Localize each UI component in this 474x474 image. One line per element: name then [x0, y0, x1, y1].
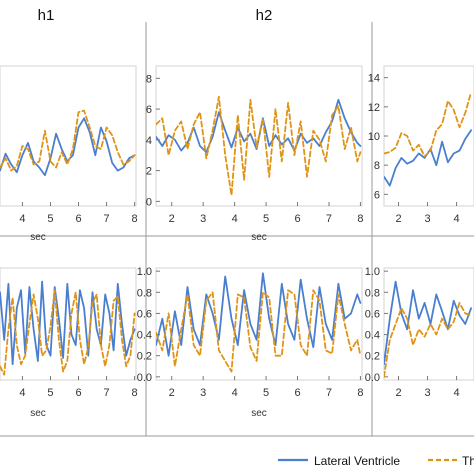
series-line-th	[0, 289, 136, 376]
y-tick-label: 1.0	[365, 266, 380, 278]
x-tick-label: 8	[357, 387, 363, 399]
series-line-th	[156, 95, 362, 197]
x-tick-label: 4	[232, 213, 238, 225]
x-tick-label: 8	[132, 387, 138, 399]
x-tick-label: 7	[103, 387, 109, 399]
x-tick-label: 2	[395, 387, 401, 399]
panel-r1c2: 2 3 4 5 6 7 8 0 2 4 6 8 sec	[146, 65, 363, 243]
x-axis-label: sec	[30, 408, 46, 419]
x-tick-label: 6	[294, 387, 300, 399]
y-tick-label: 10	[368, 131, 380, 143]
y-tick-label: 8	[374, 160, 380, 172]
x-axis-label: sec	[251, 232, 267, 243]
x-tick-label: 4	[19, 387, 25, 399]
x-tick-label: 2	[169, 387, 175, 399]
plot-frame	[0, 65, 137, 207]
y-tick-label: 4	[146, 135, 152, 147]
series-line-th	[156, 289, 362, 373]
y-tick-label: 0.4	[137, 330, 152, 342]
y-tick-label: 12	[368, 102, 380, 114]
x-tick-label: 5	[263, 387, 269, 399]
column-header-h1: h1	[38, 7, 55, 24]
series-line-lateral-ventricle	[0, 280, 136, 366]
x-tick-label: 6	[75, 213, 81, 225]
series-line-lateral-ventricle	[0, 117, 136, 177]
panel-r2c2: 2 3 4 5 6 7 8 0.0 0.2 0.4 0.6 0.8 1.0 sec	[137, 266, 364, 419]
x-tick-label: 3	[424, 213, 430, 225]
x-tick-label: 3	[200, 213, 206, 225]
y-tick-label: 6	[374, 189, 380, 201]
x-tick-label: 7	[103, 213, 109, 225]
x-tick-label: 7	[326, 213, 332, 225]
x-tick-label: 4	[454, 213, 460, 225]
y-tick-label: 0.0	[365, 372, 380, 384]
plot-frame	[0, 267, 137, 381]
legend-label-lateral-ventricle: Lateral Ventricle	[314, 454, 400, 468]
panel-dividers	[0, 22, 474, 437]
y-tick-label: 0	[146, 196, 152, 208]
x-tick-label: 8	[357, 213, 363, 225]
y-tick-label: 6	[146, 104, 152, 116]
panel-r1c3: 2 3 4 6 8 10 12 14	[368, 65, 474, 225]
x-tick-label: 6	[294, 213, 300, 225]
x-axis-label: sec	[30, 232, 46, 243]
x-tick-label: 4	[232, 387, 238, 399]
x-tick-label: 5	[47, 213, 53, 225]
x-tick-label: 8	[132, 213, 138, 225]
x-tick-label: 3	[200, 387, 206, 399]
x-tick-label: 2	[395, 213, 401, 225]
panel-r2c3: 2 3 4 0.0 0.2 0.4 0.6 0.8 1.0	[365, 266, 474, 399]
x-tick-label: 5	[47, 387, 53, 399]
x-tick-label: 7	[326, 387, 332, 399]
y-tick-label: 0.6	[365, 308, 380, 320]
plot-frame	[155, 267, 363, 381]
plot-frame	[383, 65, 474, 207]
x-tick-label: 4	[19, 213, 25, 225]
y-tick-label: 0.8	[137, 287, 152, 299]
y-tick-label: 2	[146, 166, 152, 178]
panel-r2c1: 4 5 6 7 8 sec	[0, 267, 138, 419]
series-line-lateral-ventricle	[384, 280, 473, 366]
x-tick-label: 2	[169, 213, 175, 225]
series-line-lateral-ventricle	[384, 129, 473, 187]
column-header-h2: h2	[256, 7, 273, 24]
series-line-th	[384, 301, 473, 378]
series-line-lateral-ventricle	[156, 272, 362, 357]
y-tick-label: 8	[146, 73, 152, 85]
x-tick-label: 3	[424, 387, 430, 399]
y-tick-label: 14	[368, 73, 380, 85]
x-tick-label: 6	[75, 387, 81, 399]
x-tick-label: 5	[263, 213, 269, 225]
plot-frame	[383, 267, 474, 381]
y-tick-label: 0.2	[137, 351, 152, 363]
legend: Lateral Ventricle Th	[278, 454, 474, 468]
y-tick-label: 0.6	[137, 308, 152, 320]
y-tick-label: 0.0	[137, 372, 152, 384]
y-tick-label: 0.4	[365, 330, 380, 342]
y-tick-label: 0.8	[365, 287, 380, 299]
legend-label-th: Th	[462, 454, 474, 468]
x-axis-label: sec	[251, 408, 267, 419]
series-line-th	[384, 91, 473, 158]
series-line-th	[0, 109, 136, 172]
y-tick-label: 1.0	[137, 266, 152, 278]
x-tick-label: 4	[454, 387, 460, 399]
panel-r1c1: 4 5 6 7 8 sec	[0, 65, 138, 243]
y-tick-label: 0.2	[365, 351, 380, 363]
